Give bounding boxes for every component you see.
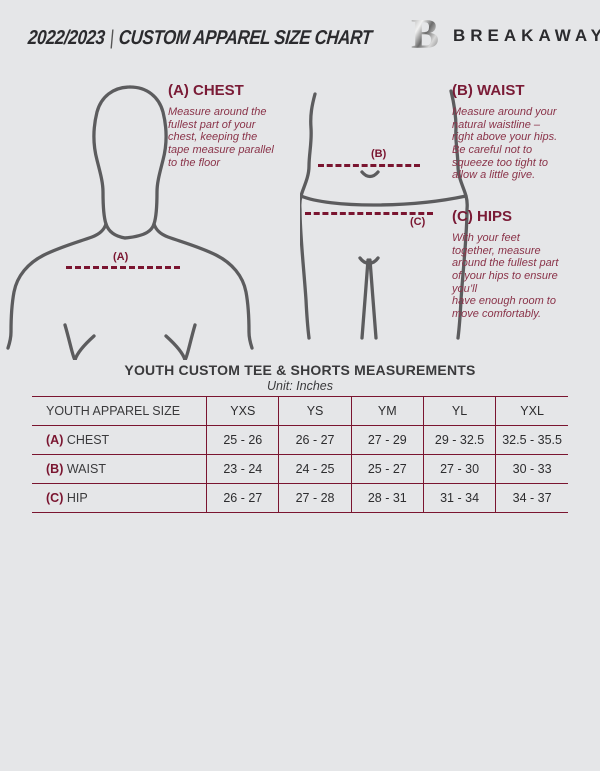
svg-text:B: B <box>411 16 439 56</box>
